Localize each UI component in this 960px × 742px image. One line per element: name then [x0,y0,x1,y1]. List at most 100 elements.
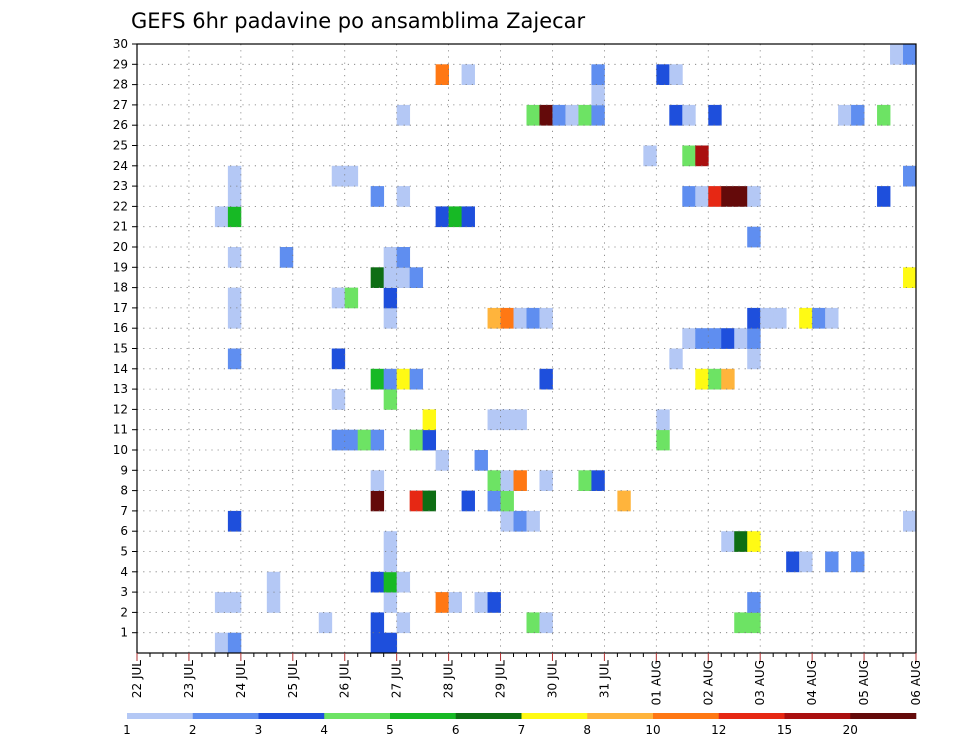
heatmap-cell [227,247,242,268]
heatmap-cell [669,348,683,370]
heatmap-cell [747,307,761,329]
colorbar-label: 4 [320,723,328,737]
heatmap-cell [409,368,424,390]
y-tick-label: 18 [113,281,128,295]
heatmap-cell [682,104,696,126]
x-tick-label: 30 JUL [545,660,559,698]
heatmap-cell [591,104,605,126]
x-tick-label: 22 JUL [130,660,144,698]
heatmap-cell [656,64,670,85]
heatmap-cell [578,104,592,126]
heatmap-cell [708,368,722,390]
x-tick-label: 29 JUL [494,660,508,698]
colorbar-swatch [127,713,194,719]
heatmap-cell [500,409,514,431]
heatmap-cell [708,186,722,207]
heatmap-cell [422,490,437,512]
heatmap-cell [214,632,229,654]
heatmap-cell [708,104,722,126]
heatmap-cell [448,592,462,613]
heatmap-cell [370,571,385,593]
heatmap-cell [591,64,605,85]
colorbar-label: 20 [843,723,858,737]
colorbar-label: 6 [452,723,460,737]
heatmap-cell [513,470,527,491]
heatmap-cell [474,450,488,471]
heatmap-cell [695,368,709,390]
grid-lines [137,44,916,653]
heatmap-cell [396,612,411,634]
heatmap-cell [383,592,398,613]
heatmap-cell [461,64,475,85]
y-tick-label: 27 [113,98,128,112]
heatmap-cell [396,186,411,207]
heatmap-cell [669,104,683,126]
heatmap-cell [487,490,501,512]
colorbar-label: 5 [386,723,394,737]
heatmap-cell [656,409,670,431]
heatmap-cell [370,429,385,451]
heatmap-cell [214,592,229,613]
heatmap-cell [435,450,449,471]
heatmap-cell [370,632,385,654]
x-tick-label: 24 JUL [234,660,248,698]
heatmap-cell [344,287,359,309]
colorbar-label: 7 [518,723,526,737]
heatmap-cell [812,307,826,329]
heatmap-cell [227,287,242,309]
heatmap-cell [565,104,579,126]
x-tick-label: 26 JUL [338,660,352,698]
y-tick-label: 26 [113,118,128,132]
heatmap-cell [591,470,605,491]
heatmap-cell [487,592,501,613]
y-tick-label: 3 [120,585,128,599]
y-tick-label: 7 [120,504,128,518]
heatmap-cell [721,186,735,207]
heatmap-cell [656,429,670,451]
heatmap-cell [435,64,449,85]
heatmap-cell [422,409,437,431]
colorbar-label: 2 [189,723,197,737]
heatmap-cell [539,470,553,491]
y-tick-label: 23 [113,179,128,193]
heatmap-cell [539,307,553,329]
heatmap-cell [695,328,709,349]
heatmap-cell [227,632,242,654]
heatmap-cell [370,267,385,288]
colorbar-swatch [390,713,457,719]
heatmap-cell [474,592,488,613]
heatmap-cell [747,612,761,634]
x-tick-label: 25 JUL [286,660,300,698]
x-tick-label: 02 AUG [701,660,715,705]
heatmap-cell [227,307,242,329]
heatmap-cell [227,165,242,187]
heatmap-cell [903,510,917,532]
heatmap-cell [877,186,891,207]
heatmap-cell [838,104,852,126]
heatmap-cell [578,470,592,491]
heatmap-cell [799,551,813,573]
heatmap-cell [721,328,735,349]
heatmap-cell [682,328,696,349]
y-tick-label: 5 [120,545,128,559]
heatmap-cell [331,389,346,410]
heatmap-cell [409,429,424,451]
heatmap-cell [552,104,566,126]
heatmap-cell [500,307,514,329]
heatmap-cell [396,104,411,126]
heatmap-cell [513,510,527,532]
heatmap-cell [734,531,748,552]
heatmap-cell [409,267,424,288]
colorbar-swatch [850,713,917,719]
heatmap-cell [500,510,514,532]
heatmap-cell [500,490,514,512]
heatmap-cell [695,186,709,207]
heatmap-cell [682,186,696,207]
y-axis: 1234567891011121314151617181920212223242… [113,37,137,640]
heatmap-cell [721,368,735,390]
heatmap-cell [227,186,242,207]
colorbar-swatch [324,713,391,719]
y-tick-label: 25 [113,139,128,153]
heatmap-cells [214,44,917,654]
heatmap-cell [344,165,359,187]
